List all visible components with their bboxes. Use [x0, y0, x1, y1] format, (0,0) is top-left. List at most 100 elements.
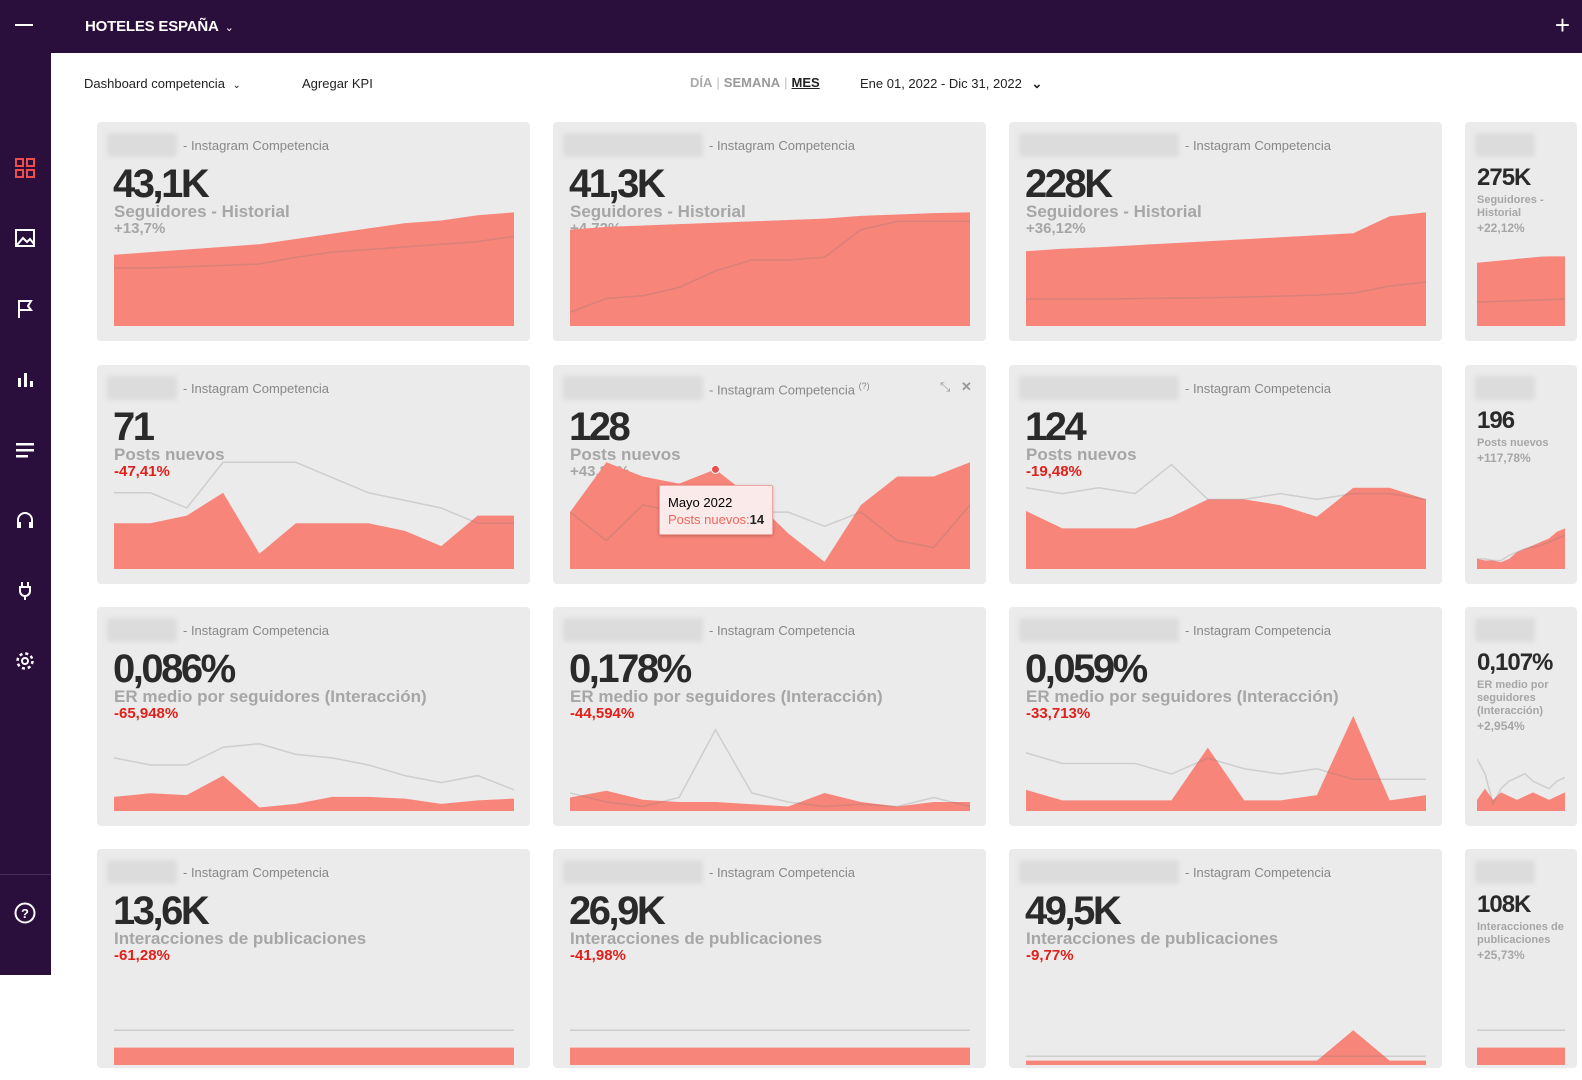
- kpi-label: Seguidores - Historial: [1026, 202, 1202, 221]
- sparkline-chart[interactable]: [570, 210, 970, 326]
- comparison-line: [114, 742, 514, 791]
- kpi-card[interactable]: - Instagram Competencia 26,9K Interaccione…: [553, 849, 986, 1068]
- sparkline-chart[interactable]: [1477, 695, 1565, 811]
- kpi-value: 0,107%: [1477, 649, 1553, 676]
- kpi-card[interactable]: 108K Interacciones de publicaciones +25,73…: [1465, 849, 1577, 1068]
- card-source: - Instagram Competencia: [709, 138, 855, 153]
- sparkline-chart[interactable]: [1026, 949, 1426, 1065]
- help-icon[interactable]: ?: [11, 899, 39, 927]
- card-source: - Instagram Competencia: [183, 138, 329, 153]
- kpi-change: +2,954%: [1477, 719, 1525, 733]
- kpi-card[interactable]: - Instagram Competencia 49,5K Interaccione…: [1009, 849, 1442, 1068]
- comparison-line: [1477, 534, 1565, 562]
- blurred-account-name: [563, 376, 703, 400]
- sparkline-chart[interactable]: [1026, 210, 1426, 326]
- kpi-change: +22,12%: [1477, 221, 1525, 235]
- blurred-account-name: [1475, 860, 1535, 884]
- sparkline-chart[interactable]: [114, 210, 514, 326]
- comparison-line: [570, 220, 970, 313]
- account-selector[interactable]: HOTELES ESPAÑA ⌄: [85, 18, 234, 35]
- kpi-change: -9,77%: [1026, 947, 1074, 964]
- card-source: - Instagram Competencia: [1185, 865, 1331, 880]
- card-source: - Instagram Competencia: [1185, 623, 1331, 638]
- sparkline-chart[interactable]: [114, 949, 514, 1065]
- chevron-down-icon: ⌄: [224, 22, 234, 34]
- grid-icon[interactable]: [11, 154, 39, 182]
- flag-icon[interactable]: [11, 295, 39, 323]
- plug-icon[interactable]: [11, 576, 39, 604]
- kpi-card[interactable]: - Instagram Competencia 0,086% ER medio po…: [97, 607, 530, 826]
- kpi-label: Interacciones de publicaciones: [1026, 929, 1279, 948]
- kpi-value: 0,059%: [1025, 647, 1148, 691]
- kpi-card[interactable]: 0,107% ER medio por seguidores (Interacci…: [1465, 607, 1577, 826]
- blurred-account-name: [1019, 133, 1179, 157]
- image-icon[interactable]: [11, 224, 39, 252]
- area-series: [114, 1047, 514, 1065]
- kpi-label: Posts nuevos: [1477, 437, 1549, 449]
- kpi-value: 0,178%: [569, 647, 692, 691]
- blurred-account-name: [563, 860, 703, 884]
- sparkline-chart[interactable]: [1477, 949, 1565, 1065]
- kpi-card[interactable]: - Instagram Competencia 0,178% ER medio po…: [553, 607, 986, 826]
- area-series: [570, 790, 970, 811]
- blurred-account-name: [1019, 376, 1179, 400]
- area-series: [114, 775, 514, 811]
- kpi-value: 128: [569, 405, 631, 449]
- period-week[interactable]: SEMANA: [723, 75, 781, 90]
- area-series: [1026, 212, 1426, 326]
- comparison-line: [1477, 758, 1565, 806]
- kpi-label: Seguidores - Historial: [1477, 194, 1544, 219]
- dashboard-selector[interactable]: Dashboard competencia ⌄: [84, 76, 241, 91]
- sparkline-chart[interactable]: [570, 949, 970, 1065]
- area-series: [1477, 788, 1565, 811]
- kpi-card[interactable]: - Instagram Competencia 13,6K Interaccione…: [97, 849, 530, 1068]
- sparkline-chart[interactable]: [1477, 453, 1565, 569]
- sparkline-chart[interactable]: [114, 453, 514, 569]
- date-range-picker[interactable]: Ene 01, 2022 - Dic 31, 2022 ⌄: [860, 76, 1042, 92]
- kpi-change: -33,713%: [1026, 705, 1091, 722]
- kpi-change: -61,28%: [114, 947, 170, 964]
- blurred-account-name: [1019, 860, 1179, 884]
- kpi-label: Posts nuevos: [1026, 445, 1137, 464]
- bar-chart-icon[interactable]: [11, 365, 39, 393]
- card-source: - Instagram Competencia: [709, 865, 855, 880]
- kpi-card[interactable]: - Instagram Competencia 43,1K Seguidores -…: [97, 122, 530, 341]
- plus-icon[interactable]: +: [1554, 10, 1570, 40]
- date-range: Ene 01, 2022 - Dic 31, 2022: [860, 76, 1022, 91]
- sparkline-chart[interactable]: [1026, 695, 1426, 811]
- kpi-card[interactable]: - Instagram Competencia 71 Posts nuevos -47…: [97, 365, 530, 584]
- gear-icon[interactable]: [11, 647, 39, 675]
- kpi-card[interactable]: 275K Seguidores - Historial +22,12%: [1465, 122, 1577, 341]
- kpi-card[interactable]: - Instagram Competencia (?) ⤡ ✕ 128 Posts nu…: [553, 365, 986, 584]
- period-day[interactable]: DÍA: [690, 75, 713, 90]
- area-series: [1026, 715, 1426, 811]
- help-tooltip-icon[interactable]: (?): [858, 381, 870, 391]
- comparison-line: [1026, 752, 1426, 781]
- blurred-account-name: [1475, 618, 1535, 642]
- kpi-card[interactable]: - Instagram Competencia 228K Seguidores - …: [1009, 122, 1442, 341]
- kpi-card[interactable]: - Instagram Competencia 124 Posts nuevos -1…: [1009, 365, 1442, 584]
- sparkline-chart[interactable]: [114, 695, 514, 811]
- kpi-label: ER medio por seguidores (Interacción): [114, 687, 427, 706]
- sidebar-divider: [0, 874, 51, 875]
- menu-icon[interactable]: [15, 24, 33, 26]
- period-month[interactable]: MES: [791, 75, 820, 90]
- sparkline-chart[interactable]: [1026, 453, 1426, 569]
- collapse-icon[interactable]: ⤡: [940, 379, 951, 394]
- kpi-card[interactable]: - Instagram Competencia 41,3K Seguidores -…: [553, 122, 986, 341]
- hover-point[interactable]: [710, 464, 720, 474]
- kpi-label: Interacciones de publicaciones: [1477, 921, 1564, 946]
- sparkline-chart[interactable]: [1477, 210, 1565, 326]
- kpi-card[interactable]: - Instagram Competencia 0,059% ER medio po…: [1009, 607, 1442, 826]
- add-kpi-button[interactable]: Agregar KPI: [302, 76, 373, 91]
- close-icon[interactable]: ✕: [961, 379, 972, 394]
- kpi-value: 124: [1025, 405, 1087, 449]
- sparkline-chart[interactable]: [570, 695, 970, 811]
- list-icon[interactable]: [11, 436, 39, 464]
- kpi-value: 196: [1477, 407, 1515, 434]
- area-series: [1477, 528, 1565, 569]
- headset-icon[interactable]: [11, 506, 39, 534]
- chevron-down-icon: ⌄: [1031, 76, 1043, 91]
- kpi-card[interactable]: 196 Posts nuevos +117,78%: [1465, 365, 1577, 584]
- area-series: [1026, 1030, 1426, 1065]
